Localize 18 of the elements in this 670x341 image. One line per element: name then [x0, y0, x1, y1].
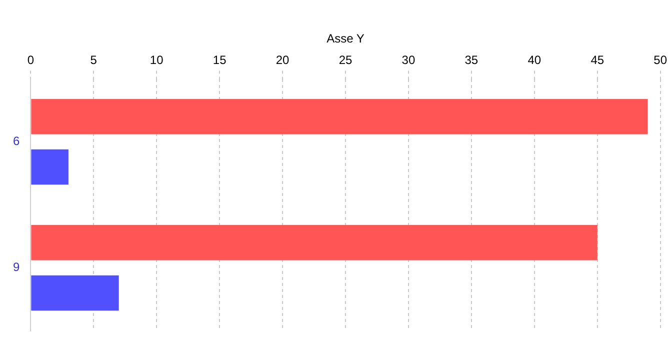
x-tick-label: 45: [590, 52, 604, 67]
x-tick-label: 35: [464, 52, 478, 67]
y-tick-label: 9: [12, 260, 20, 274]
y-tick-label: 6: [12, 134, 20, 148]
bar: [31, 224, 598, 260]
x-tick-label: 0: [27, 52, 34, 67]
bar: [31, 98, 648, 134]
x-tick-label: 30: [402, 52, 416, 67]
x-tick-label: 15: [212, 52, 227, 67]
x-tick-label: 20: [276, 52, 290, 67]
x-tick-label: 40: [528, 52, 542, 67]
x-tick-label: 5: [90, 52, 98, 67]
bar: [31, 275, 119, 311]
x-tick-label: 25: [338, 52, 352, 67]
x-tick-label: 10: [150, 52, 164, 67]
x-axis-title: Asse Y: [326, 32, 364, 46]
x-tick-label: 50: [654, 52, 668, 67]
bar: [31, 149, 68, 185]
